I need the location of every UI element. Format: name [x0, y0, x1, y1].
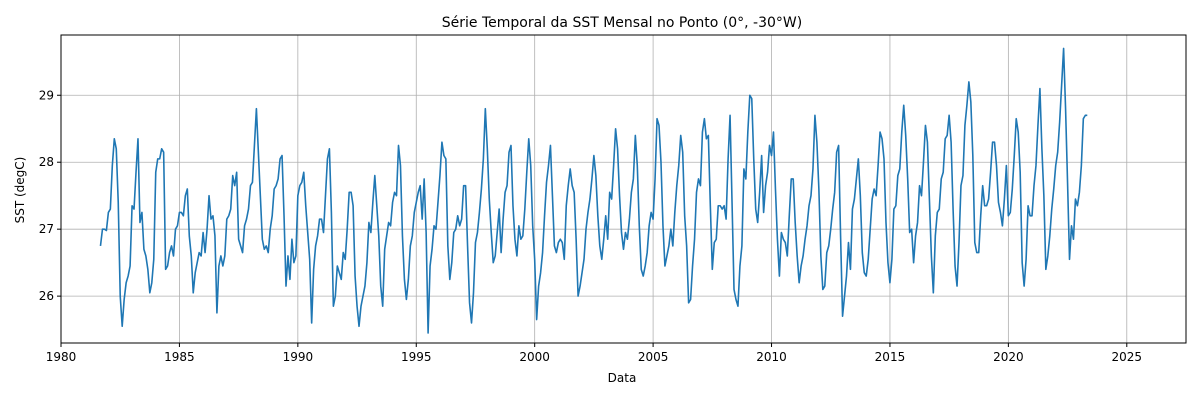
chart-title: Série Temporal da SST Mensal no Ponto (0…	[442, 15, 802, 31]
x-tick-label: 2025	[1112, 350, 1143, 364]
x-tick-label: 2000	[519, 350, 550, 364]
y-tick-label: 28	[39, 155, 54, 169]
x-tick-label: 1980	[46, 350, 77, 364]
sst-series-line	[99, 47, 1088, 334]
x-tick-label: 1995	[401, 350, 432, 364]
x-tick-label: 2010	[756, 350, 787, 364]
grid	[60, 35, 1186, 343]
x-tick-label: 1990	[283, 350, 314, 364]
x-tick-label: 2020	[993, 350, 1024, 364]
x-tick-label: 2015	[875, 350, 906, 364]
x-tick-label: 2005	[638, 350, 669, 364]
plot-frame	[60, 34, 1187, 344]
y-tick-label: 29	[39, 88, 54, 102]
x-tick-label: 1985	[164, 350, 195, 364]
y-tick-label: 27	[39, 222, 54, 236]
y-tick-label: 26	[39, 289, 54, 303]
series-layer	[99, 47, 1088, 334]
y-axis-label: SST (degC)	[13, 157, 27, 224]
x-axis-label: Data	[608, 371, 637, 385]
axes: 1980 1985 1990 1995 2000 2005 2010 2015 2020 2025…	[39, 34, 1187, 364]
